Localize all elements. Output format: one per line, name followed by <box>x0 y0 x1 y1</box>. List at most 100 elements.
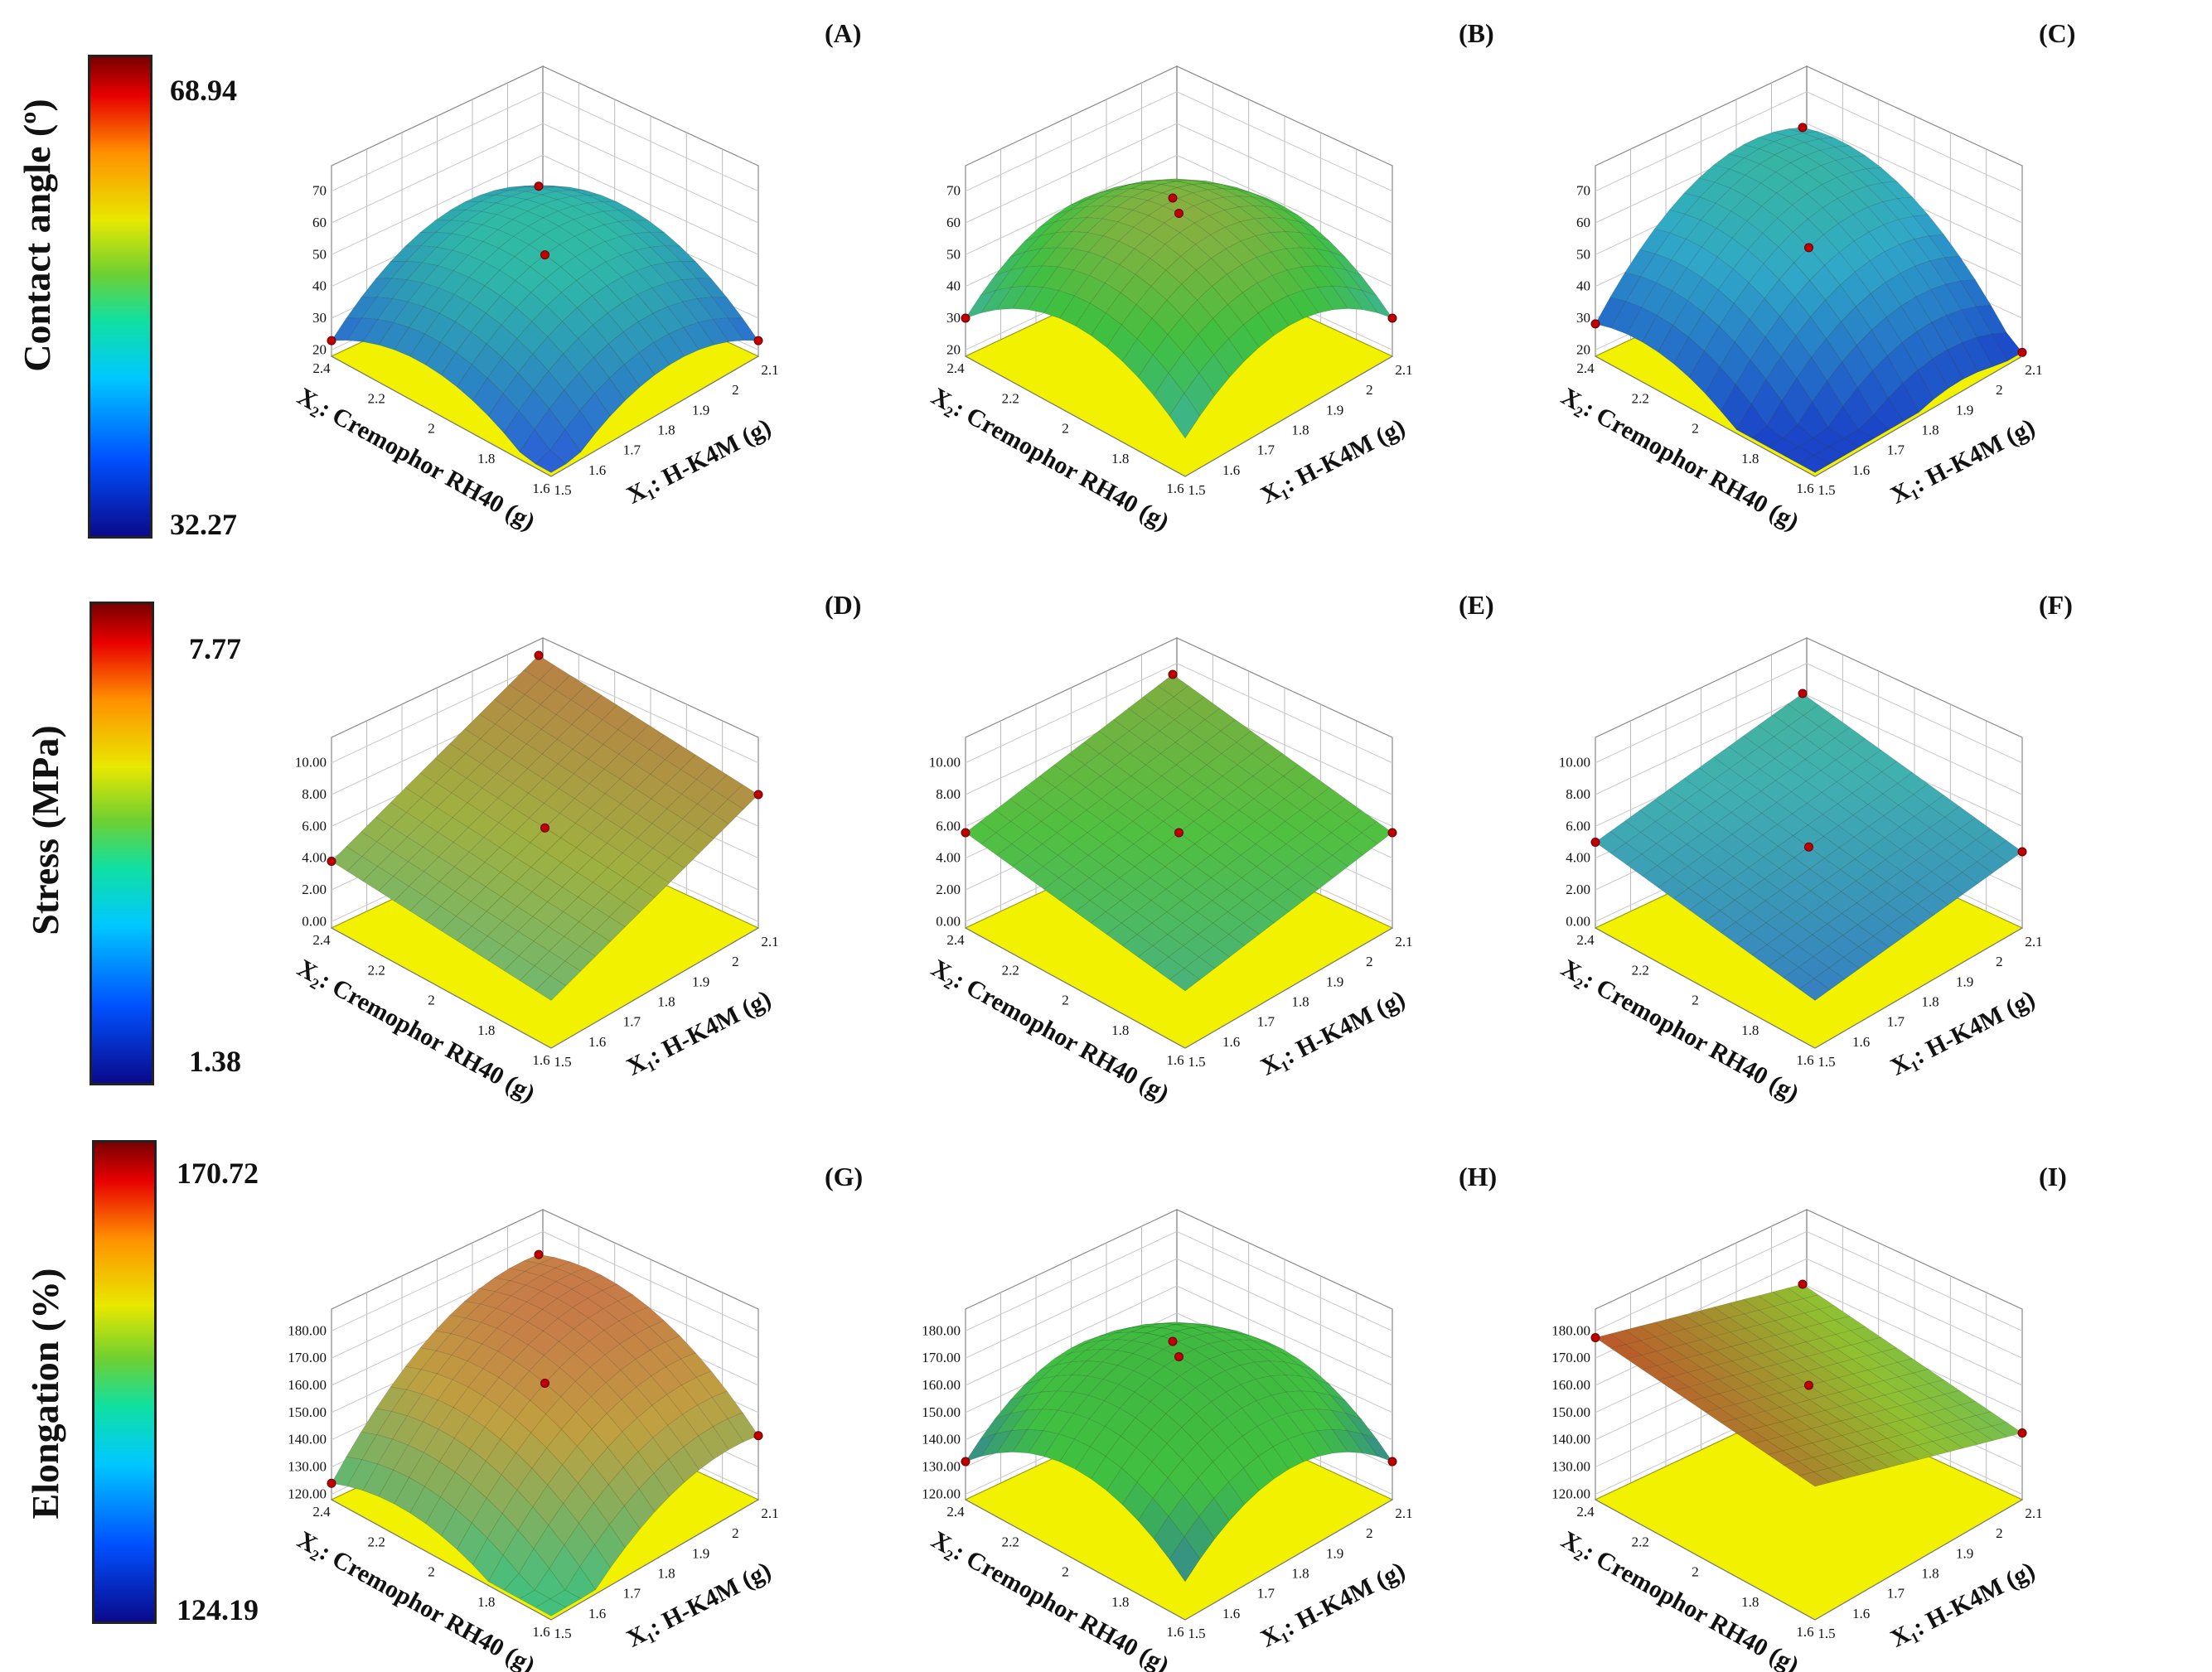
surface-cell <box>1009 787 1041 811</box>
x1-tick-label: 1.6 <box>1852 1606 1870 1621</box>
x1-tick-label: 1.6 <box>588 1606 606 1621</box>
surface-cell <box>1270 820 1302 845</box>
surface-cell <box>1720 1418 1752 1434</box>
surface-cell <box>636 1404 669 1438</box>
surface-cell <box>636 287 669 314</box>
surface-cell <box>1163 809 1194 834</box>
surface-cell <box>1843 946 1875 969</box>
z-tick-label: 130.00 <box>922 1459 961 1475</box>
surface-mesh <box>965 1322 1393 1583</box>
surface-cell <box>1838 836 1871 860</box>
surface-cell <box>1867 201 1900 225</box>
surface-cell <box>1257 900 1290 924</box>
z-tick-label: 160.00 <box>1551 1377 1590 1393</box>
surface-cell <box>466 1322 498 1345</box>
surface-cell <box>525 704 557 730</box>
surface-cell <box>1083 1330 1115 1342</box>
surface-cell <box>1254 1360 1286 1377</box>
x1-tick-label: 1.5 <box>1188 1626 1205 1641</box>
surface-cell <box>1812 1438 1844 1454</box>
x1-tick-label: 2.1 <box>1395 362 1412 378</box>
surface-cell <box>1943 1389 1976 1405</box>
surface-plot: 0.00 2.00 4.00 6.00 8.00 10.00 1.6 1.8 2 2.2 2.4 1.… <box>927 637 1413 1108</box>
surface-cell <box>1823 847 1856 870</box>
surface-cell <box>1790 1341 1822 1357</box>
surface-cell <box>1132 809 1164 834</box>
surface-cell <box>1685 220 1717 248</box>
surface-cell <box>1688 1397 1721 1413</box>
surface-cell <box>487 945 520 971</box>
surface-cell <box>1772 703 1804 727</box>
surface-cell <box>526 204 559 219</box>
surface-cell <box>1928 1380 1961 1395</box>
surface-cell <box>1256 275 1289 304</box>
surface-cell <box>1208 820 1241 845</box>
surface-cell <box>668 326 700 357</box>
surface-cell <box>1851 168 1883 186</box>
z-tick-label: 60 <box>312 215 327 230</box>
x1-tick-label: 1.8 <box>657 423 675 438</box>
surface-cell <box>454 876 486 902</box>
surface-cell <box>1777 813 1808 836</box>
surface-cell <box>1854 1399 1886 1414</box>
x1-tick-label: 1.7 <box>1887 1014 1905 1030</box>
axis-x2-edge <box>331 1499 552 1621</box>
surface-cell <box>1885 1419 1918 1435</box>
design-point <box>540 823 549 833</box>
surface-cell <box>1169 1536 1201 1583</box>
z-tick-label: 8.00 <box>1566 786 1590 802</box>
x1-tick-label: 2.1 <box>761 1505 778 1521</box>
x2-tick-label: 1.6 <box>1166 481 1183 496</box>
design-point <box>540 250 549 260</box>
x1-tick-label: 1.8 <box>1291 994 1309 1010</box>
design-point <box>961 1457 970 1467</box>
surface-cell <box>1871 1438 1904 1453</box>
surface-cell <box>545 266 577 293</box>
z-tick-label: 120.00 <box>288 1486 327 1501</box>
surface-cell <box>1148 820 1180 845</box>
surface-cell <box>1252 764 1285 788</box>
x1-tick-label: 2 <box>1366 1525 1373 1541</box>
surface-cell <box>1267 1343 1299 1360</box>
design-point <box>1387 1457 1397 1467</box>
surface-panel-b: (B) 20 30 40 50 60 70 1.6 1.8 2 2.2 2.4 1.5 1.6 1.7 1.8… <box>927 8 1542 536</box>
design-point <box>961 828 970 838</box>
x1-tick-label: 1.9 <box>1326 402 1343 418</box>
design-point <box>1804 243 1813 253</box>
surface-cell <box>421 1373 453 1401</box>
surface-cell <box>1271 866 1304 890</box>
surface-cell <box>1208 210 1241 228</box>
surface-cell <box>1795 890 1827 914</box>
surface-cell <box>1210 866 1242 890</box>
surface-cell <box>1852 804 1885 827</box>
surface-cell <box>696 789 728 814</box>
panel-label: (G) <box>825 1162 864 1191</box>
surface-cell <box>405 1369 438 1394</box>
x1-tick-label: 1.9 <box>1956 974 1973 989</box>
surface-cell <box>1701 844 1734 867</box>
z-tick-label: 120.00 <box>1551 1486 1590 1501</box>
design-point <box>1590 319 1600 329</box>
surface-cell <box>1300 798 1331 822</box>
surface-cell <box>1856 892 1888 915</box>
surface-cell <box>1842 1460 1876 1476</box>
x1-tick-label: 1.6 <box>1222 1606 1240 1621</box>
z-tick-label: 160.00 <box>922 1377 961 1393</box>
x1-tick-label: 1.6 <box>1222 1034 1240 1050</box>
x1-tick-label: 1.6 <box>588 1034 606 1050</box>
surface-cell <box>1702 1379 1735 1394</box>
x2-tick-label: 2.4 <box>946 360 965 376</box>
surface-cell <box>1177 1336 1209 1350</box>
surface-cell <box>1132 200 1164 216</box>
surface-cell <box>1857 1456 1890 1471</box>
surface-cell <box>1748 856 1780 880</box>
x2-tick-label: 1.8 <box>1111 1594 1129 1610</box>
surface-panel-i: (I) 120.00 130.00 140.00 150.00 160.00 170.00 1… <box>1551 1152 2171 1672</box>
surface-cell <box>1302 287 1334 314</box>
surface-cell <box>1144 730 1176 754</box>
surface-cell <box>1828 957 1861 980</box>
z-tick-label: 60 <box>1576 215 1590 230</box>
surface-cell <box>1087 843 1120 867</box>
surface-cell <box>1192 787 1224 811</box>
surface-cell <box>1783 967 1815 990</box>
